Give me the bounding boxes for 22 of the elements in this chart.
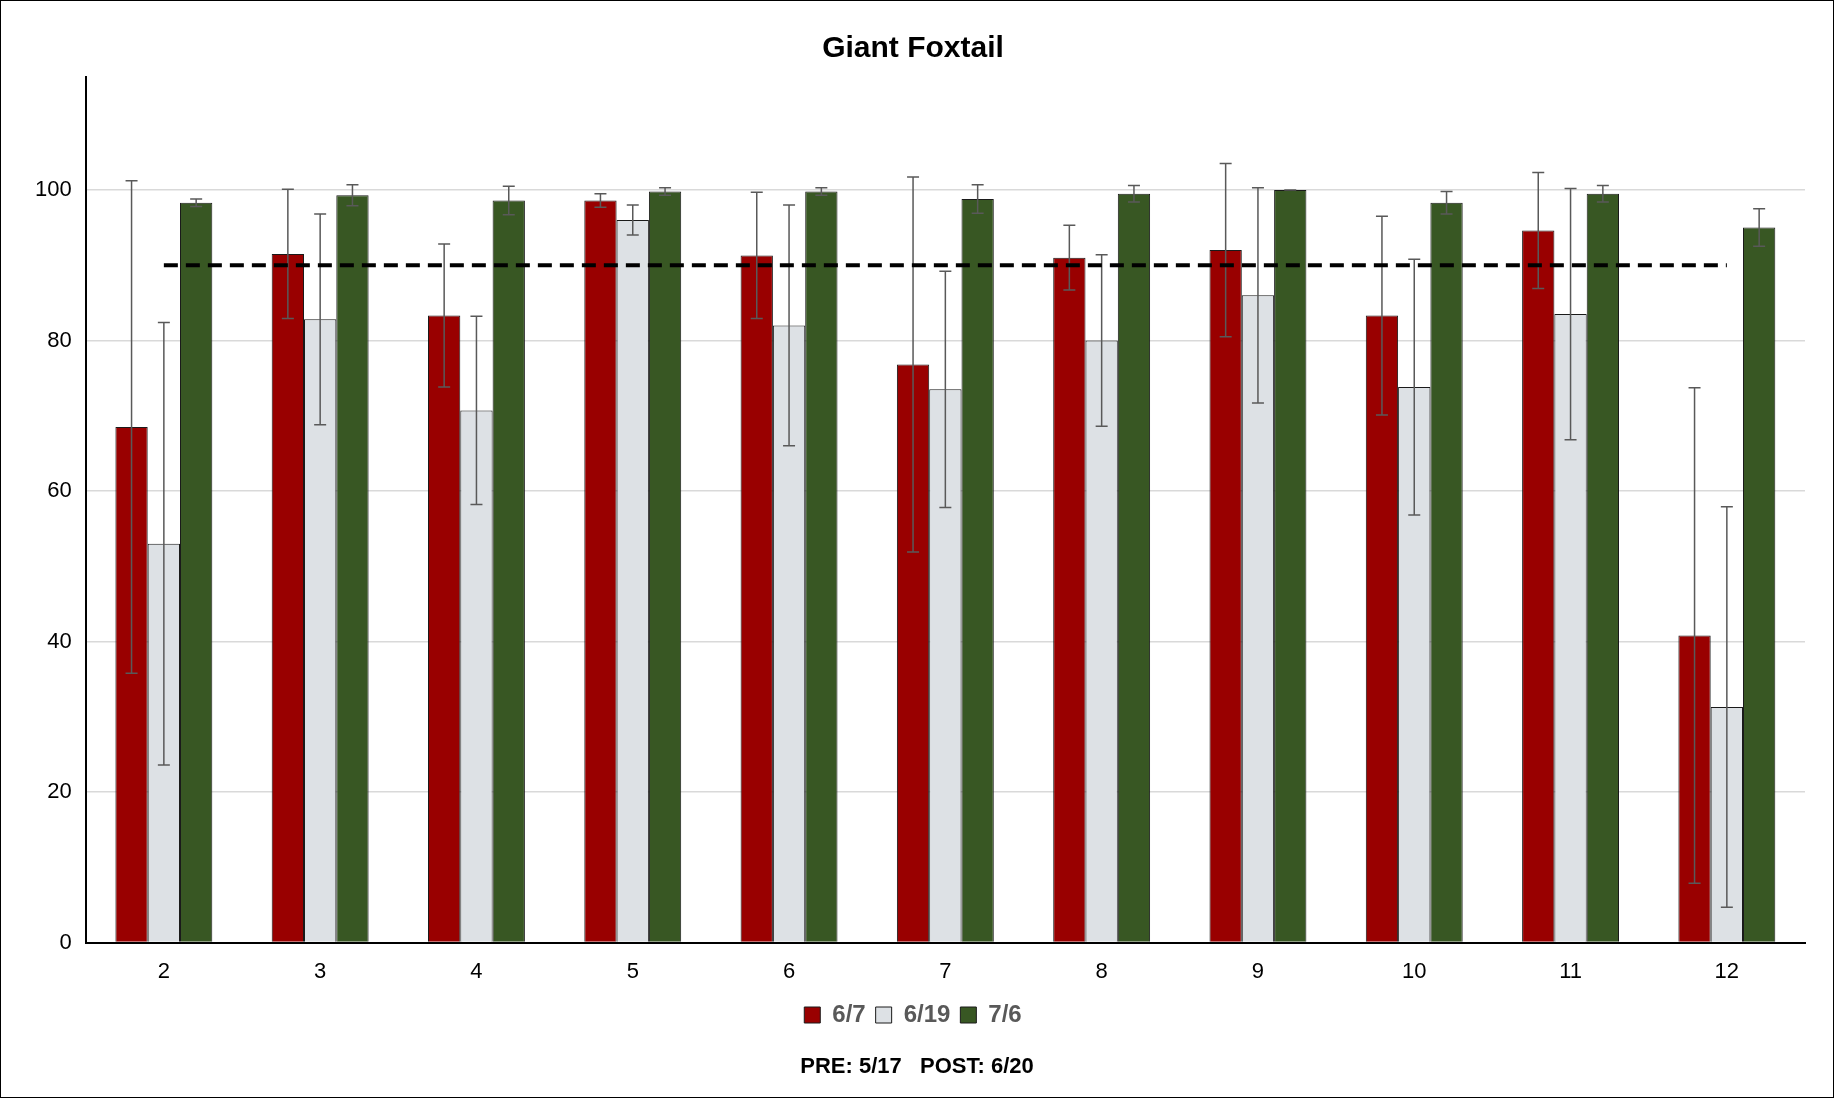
x-tick-label: 4: [470, 957, 483, 983]
x-tick-label: 11: [1559, 957, 1582, 983]
x-tick-label: 7: [939, 957, 952, 983]
y-tick-label: 100: [34, 175, 72, 201]
x-tick-label: 9: [1251, 957, 1265, 983]
x-tick-label: 8: [1095, 957, 1108, 983]
y-tick-label: 0: [59, 928, 72, 954]
x-tick-label: 5: [626, 957, 639, 983]
y-tick-label: 80: [47, 326, 72, 352]
legend-label: 6/19: [903, 999, 951, 1027]
x-tick-label: 3: [314, 957, 327, 983]
text: PRE: 5/17 POST: 6/20: [800, 1053, 1034, 1079]
x-tick-label: 2: [157, 957, 170, 983]
y-tick-label: 40: [47, 627, 72, 653]
x-tick-label: 12: [1714, 957, 1740, 983]
legend-label: 7/6: [988, 999, 1022, 1027]
chart-title: Giant Foxtail: [822, 30, 1004, 64]
legend-label: 6/7: [832, 999, 866, 1027]
y-tick-label: 20: [47, 778, 72, 804]
x-tick-label: 6: [782, 957, 796, 983]
y-tick-label: 60: [47, 477, 72, 503]
x-tick-label: 10: [1402, 957, 1427, 983]
